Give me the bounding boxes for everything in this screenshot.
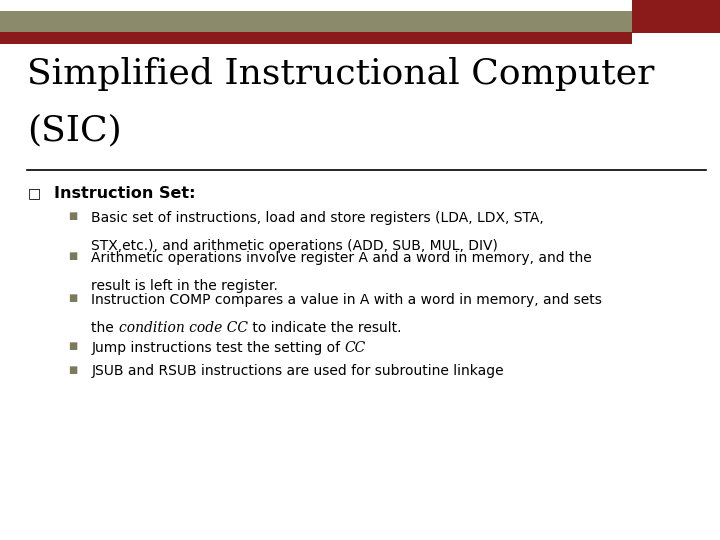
Text: Arithmetic operations involve register A and a word in memory, and the: Arithmetic operations involve register A… [91, 251, 592, 265]
Text: Instruction COMP compares a value in A with a word in memory, and sets: Instruction COMP compares a value in A w… [91, 293, 603, 307]
Text: Instruction Set:: Instruction Set: [54, 186, 196, 201]
Text: Jump instructions test the setting of: Jump instructions test the setting of [91, 341, 345, 355]
Text: □: □ [27, 186, 40, 200]
Text: JSUB and RSUB instructions are used for subroutine linkage: JSUB and RSUB instructions are used for … [91, 364, 504, 379]
Text: (SIC): (SIC) [27, 113, 122, 147]
Text: result is left in the register.: result is left in the register. [91, 279, 279, 293]
Text: ■: ■ [68, 251, 78, 261]
Text: Basic set of instructions, load and store registers (LDA, LDX, STA,: Basic set of instructions, load and stor… [91, 211, 544, 225]
Text: ■: ■ [68, 341, 78, 352]
Text: to indicate the result.: to indicate the result. [248, 321, 401, 335]
Text: Simplified Instructional Computer: Simplified Instructional Computer [27, 57, 654, 91]
Text: ■: ■ [68, 364, 78, 375]
Text: the: the [91, 321, 119, 335]
Text: STX,etc.), and arithmetic operations (ADD, SUB, MUL, DIV): STX,etc.), and arithmetic operations (AD… [91, 239, 498, 253]
Text: condition code CC: condition code CC [119, 321, 248, 335]
Text: CC: CC [345, 341, 366, 355]
Text: ■: ■ [68, 293, 78, 303]
Text: ■: ■ [68, 211, 78, 221]
